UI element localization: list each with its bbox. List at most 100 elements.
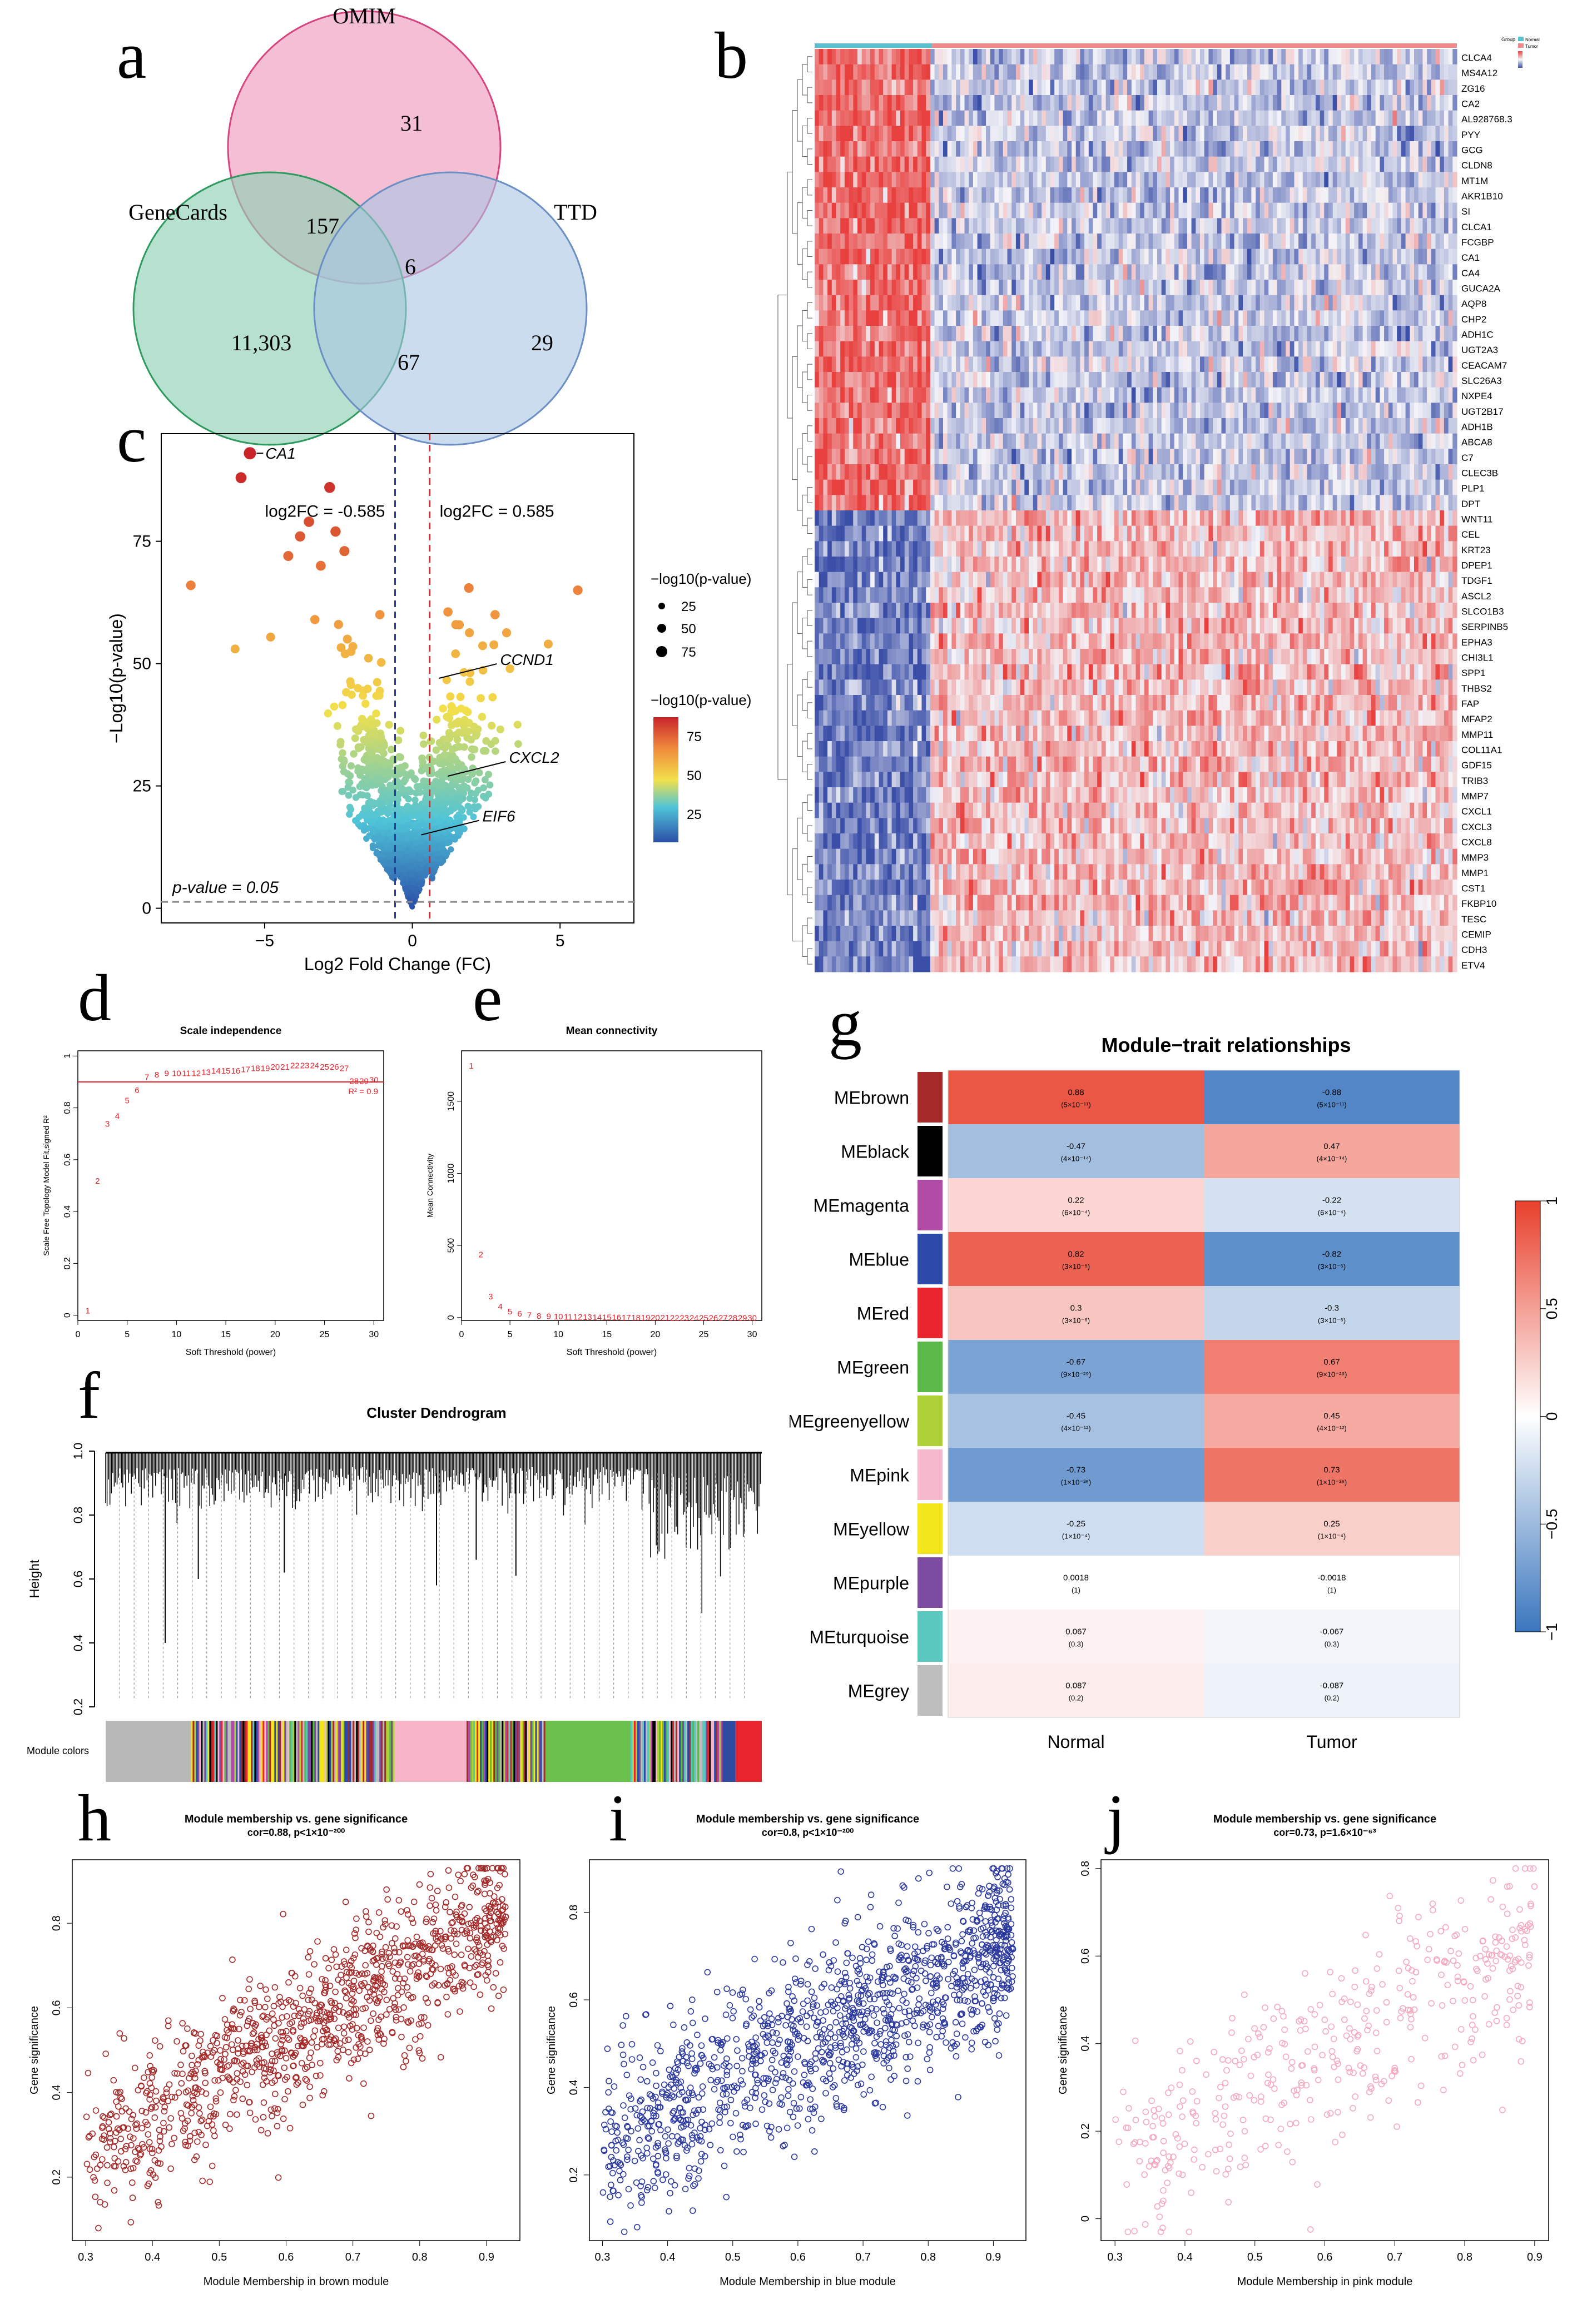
heatmap-cell [909,356,914,373]
heatmap-cell [1350,310,1355,326]
heatmap-cell [1375,464,1380,480]
heatmap-cell [1277,110,1282,126]
heatmap-cell [1058,187,1064,203]
heatmap-cell [1011,525,1016,542]
heatmap-cell [1268,80,1273,96]
heatmap-cell [1294,541,1299,557]
heatmap-cell [1075,418,1080,434]
heatmap-cell [1127,403,1132,419]
heatmap-cell [819,479,824,495]
heatmap-cell [1170,280,1175,296]
heatmap-cell [1302,110,1308,126]
heatmap-cell [1131,525,1137,542]
heatmap-cell [1196,479,1201,495]
heatmap-cell [1286,433,1291,449]
heatmap-cell [1311,156,1316,172]
heatmap-cell [934,172,939,188]
dendrogram-branch [797,79,802,142]
heatmap-cell [1397,80,1402,96]
heatmap-cell [861,403,866,419]
heatmap-cell [1405,387,1410,403]
heatmap-cell [1422,479,1427,495]
heatmap-cell [1221,464,1226,480]
heatmap-cell [1153,126,1158,142]
heatmap-cell [1144,387,1149,403]
heatmap-cell [1118,341,1123,357]
heatmap-cell [990,372,995,388]
heatmap-cell [1375,449,1380,465]
heatmap-cell [849,326,854,342]
heatmap-cell [1029,372,1034,388]
heatmap-cell [1320,64,1325,80]
heatmap-cell [1170,387,1175,403]
heatmap-cell [1221,202,1226,219]
heatmap-cell [926,495,931,511]
heatmap-cell [1110,156,1115,172]
heatmap-cell [1320,403,1325,419]
heatmap-cell [1367,49,1372,65]
heatmap-cell [999,341,1004,357]
heatmap-cell [1033,264,1038,280]
heatmap-cell [1153,525,1158,542]
heatmap-cell [1204,264,1209,280]
heatmap-cell [1127,249,1132,265]
heatmap-cell [1148,64,1153,80]
heatmap-cell [1072,403,1077,419]
heatmap-cell [1444,525,1449,542]
heatmap-cell [1157,372,1162,388]
heatmap-cell [921,172,926,188]
heatmap-cell [1256,126,1261,142]
heatmap-cell [1110,64,1115,80]
heatmap-cell [1123,126,1128,142]
heatmap-cell [1298,525,1303,542]
heatmap-cell [840,372,845,388]
heatmap-cell [1007,156,1012,172]
heatmap-cell [1358,433,1363,449]
heatmap-cell [874,110,880,126]
heatmap-cell [1105,403,1110,419]
heatmap-cell [930,418,935,434]
heatmap-cell [1380,341,1385,357]
heatmap-cell [1042,525,1047,542]
heatmap-cell [1272,541,1278,557]
heatmap-cell [1011,387,1016,403]
heatmap-cell [1388,310,1393,326]
heatmap-cell [994,541,999,557]
heatmap-cell [1187,433,1192,449]
heatmap-cell [1440,64,1445,80]
heatmap-cell [1302,403,1308,419]
heatmap-cell [1063,156,1068,172]
heatmap-cell [823,202,828,219]
heatmap-cell [1229,387,1235,403]
dendrogram-branch [792,356,797,480]
heatmap-cell [1298,341,1303,357]
heatmap-cell [1281,449,1286,465]
heatmap-cell [857,495,862,511]
heatmap-cell [1020,264,1025,280]
heatmap-cell [913,433,918,449]
heatmap-cell [1105,64,1110,80]
heatmap-cell [1020,156,1025,172]
heatmap-cell [964,95,969,111]
heatmap-cell [823,126,828,142]
heatmap-cell [1307,433,1312,449]
heatmap-cell [1157,264,1162,280]
heatmap-cell [836,418,841,434]
heatmap-cell [1427,464,1432,480]
heatmap-cell [844,464,850,480]
heatmap-cell [1418,156,1423,172]
heatmap-cell [1054,187,1059,203]
heatmap-cell [1033,479,1038,495]
heatmap-cell [1380,234,1385,250]
heatmap-cell [1290,387,1295,403]
heatmap-cell [1362,403,1367,419]
heatmap-cell [1324,49,1329,65]
heatmap-cell [1221,126,1226,142]
heatmap-cell [883,510,888,527]
heatmap-cell [1084,295,1089,311]
heatmap-cell [986,126,991,142]
heatmap-cell [1375,433,1380,449]
heatmap-cell [951,310,956,326]
heatmap-cell [900,418,905,434]
heatmap-cell [1075,356,1080,373]
